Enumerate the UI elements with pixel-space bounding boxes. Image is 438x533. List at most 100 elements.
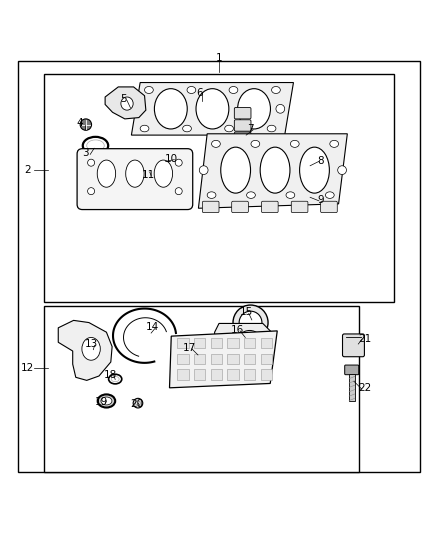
Ellipse shape [207,192,216,198]
Bar [261,338,272,349]
Bar [261,369,272,380]
FancyBboxPatch shape [77,149,193,209]
Circle shape [239,311,262,334]
Text: 6: 6 [196,88,203,98]
Text: 18: 18 [104,370,117,379]
Ellipse shape [260,147,290,193]
Bar [244,369,255,380]
Text: 22: 22 [358,383,371,393]
Bar [177,354,189,364]
Bar [211,369,222,380]
Ellipse shape [290,140,299,147]
Text: 9: 9 [317,195,324,205]
Circle shape [237,330,263,357]
Ellipse shape [272,86,280,93]
Bar [194,354,205,364]
Circle shape [136,401,140,405]
Text: 1: 1 [215,53,223,62]
Bar [211,354,222,364]
Bar [194,338,205,349]
FancyBboxPatch shape [234,120,251,131]
Bar [177,369,189,380]
FancyBboxPatch shape [234,132,251,143]
Ellipse shape [126,160,144,187]
Ellipse shape [325,192,334,198]
Ellipse shape [87,140,104,151]
Text: 4: 4 [77,118,84,128]
Text: 2: 2 [24,165,31,175]
FancyBboxPatch shape [261,201,278,213]
Ellipse shape [286,192,295,198]
Text: 13: 13 [85,340,98,350]
FancyBboxPatch shape [234,108,251,119]
Text: 7: 7 [247,124,254,134]
Circle shape [88,159,95,166]
Ellipse shape [83,137,108,155]
Text: 14: 14 [146,322,159,332]
FancyBboxPatch shape [345,365,359,375]
Circle shape [175,188,182,195]
Text: 12: 12 [21,363,34,373]
Polygon shape [215,324,272,363]
Polygon shape [58,320,112,381]
FancyBboxPatch shape [321,201,337,213]
Circle shape [131,104,140,113]
Ellipse shape [121,97,133,110]
Ellipse shape [221,147,251,193]
Polygon shape [105,87,146,119]
Ellipse shape [82,337,100,360]
Ellipse shape [101,397,112,405]
Text: 15: 15 [240,307,253,317]
Circle shape [175,159,182,166]
Bar [44,306,359,472]
Circle shape [199,166,208,174]
Bar [244,354,255,364]
Ellipse shape [237,88,270,129]
Ellipse shape [154,160,173,187]
Ellipse shape [111,376,119,382]
Bar [227,369,239,380]
Ellipse shape [140,125,149,132]
Polygon shape [198,134,347,208]
Circle shape [338,166,346,174]
Ellipse shape [251,140,260,147]
Ellipse shape [212,140,220,147]
Text: 11: 11 [141,169,155,180]
Circle shape [88,188,95,195]
Ellipse shape [229,86,238,93]
Ellipse shape [300,147,329,193]
Bar [177,338,189,349]
Bar [349,374,355,401]
Ellipse shape [183,125,191,132]
Text: 8: 8 [317,156,324,166]
Bar [261,354,272,364]
Ellipse shape [97,160,116,187]
Text: 20: 20 [130,399,143,409]
Bar [244,338,255,349]
Bar [44,74,394,302]
Text: 3: 3 [82,149,89,158]
Circle shape [233,305,268,340]
Bar [211,338,222,349]
Ellipse shape [154,88,187,129]
Ellipse shape [225,125,233,132]
Ellipse shape [267,125,276,132]
Ellipse shape [187,86,196,93]
Bar [194,369,205,380]
Ellipse shape [247,192,255,198]
Circle shape [133,398,143,408]
Bar [227,338,239,349]
Text: 21: 21 [358,334,371,344]
Polygon shape [170,331,277,388]
Bar [227,354,239,364]
FancyBboxPatch shape [343,334,364,357]
Ellipse shape [330,140,339,147]
Circle shape [276,104,285,113]
Polygon shape [131,83,293,135]
Text: 17: 17 [183,343,196,353]
Text: 5: 5 [120,94,127,104]
FancyBboxPatch shape [291,201,308,213]
FancyBboxPatch shape [232,201,248,213]
Circle shape [80,119,92,130]
Ellipse shape [109,374,122,384]
